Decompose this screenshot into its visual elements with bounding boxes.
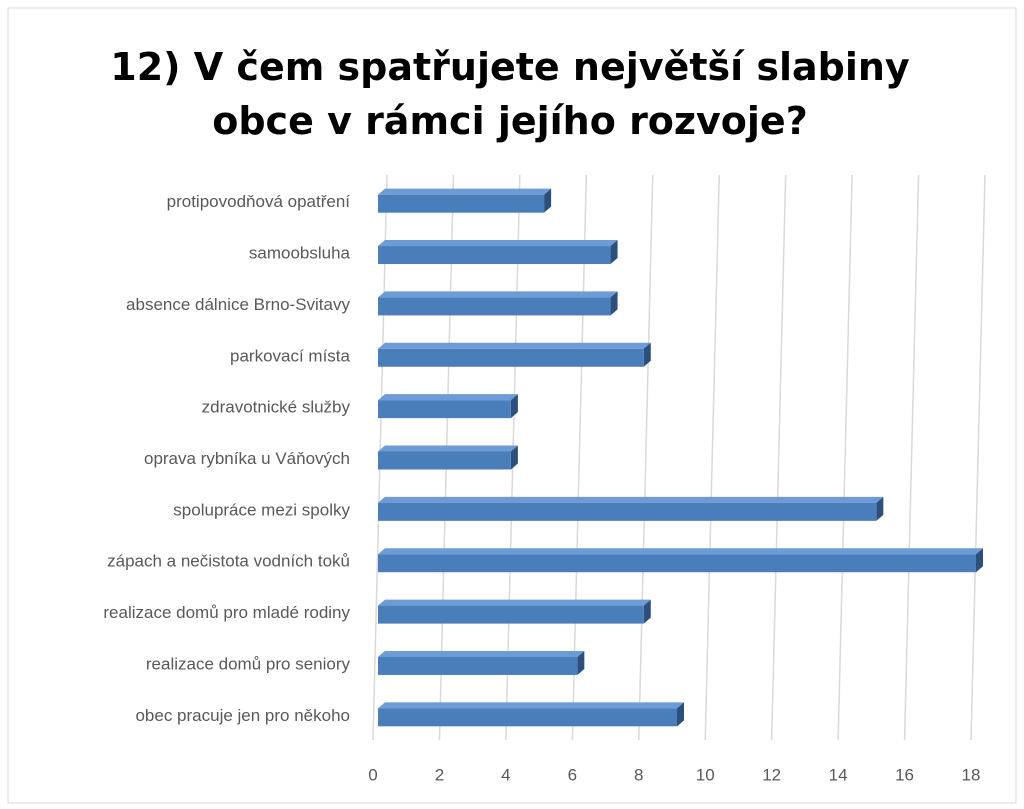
grid-line <box>571 174 588 741</box>
grid-line <box>970 174 986 741</box>
bar-front <box>378 451 511 470</box>
bar-side <box>510 445 518 470</box>
bar-front <box>378 400 511 419</box>
bar-top <box>378 445 518 452</box>
bar-front <box>378 246 611 265</box>
bar-side <box>976 548 983 573</box>
bar-side <box>643 599 651 624</box>
bar-side <box>510 394 518 419</box>
y-tick-label: realizace domů pro mladé rodiny <box>103 603 350 622</box>
grid-line <box>837 174 853 741</box>
chart-title: 12) V čem spatřujete největší slabiny ob… <box>110 45 910 143</box>
bar-front <box>378 502 877 521</box>
grid-line <box>704 174 720 741</box>
bar-front <box>378 605 644 624</box>
bar <box>378 291 618 316</box>
bar-side <box>643 342 651 367</box>
bar-side <box>577 650 585 675</box>
grid-line <box>770 174 787 741</box>
y-tick-label: obec pracuje jen pro někoho <box>135 706 350 725</box>
x-tick-label: 2 <box>435 765 444 784</box>
x-tick-label: 6 <box>568 765 577 784</box>
bar-side <box>677 702 684 727</box>
bar-top <box>378 394 518 401</box>
bar-top <box>378 188 552 195</box>
bar-top <box>378 496 884 503</box>
bar-top <box>378 702 684 709</box>
bar <box>378 496 884 521</box>
x-tick-label: 18 <box>962 765 981 784</box>
bar-front <box>378 708 677 727</box>
y-tick-label: realizace domů pro seniory <box>146 654 351 673</box>
bar <box>378 342 651 367</box>
bar-top <box>378 342 651 349</box>
grid-line <box>638 174 654 741</box>
bar-side <box>876 496 884 521</box>
y-tick-label: protipovodňová opatření <box>167 192 351 211</box>
bar <box>378 394 518 419</box>
y-tick-label: parkovací místa <box>230 346 351 365</box>
x-tick-label: 16 <box>895 765 914 784</box>
bar-top <box>378 291 618 298</box>
bar <box>378 702 684 727</box>
bar-side <box>544 188 552 213</box>
x-tick-label: 10 <box>696 765 715 784</box>
x-tick-label: 14 <box>829 765 848 784</box>
y-tick-label: oprava rybníka u Váňových <box>144 449 350 468</box>
bar <box>378 548 983 573</box>
bar-top <box>378 599 651 606</box>
x-tick-label: 8 <box>634 765 643 784</box>
bar-front <box>378 656 578 675</box>
bar-front <box>378 554 976 573</box>
bar-top <box>378 650 585 657</box>
y-tick-label: spolupráce mezi spolky <box>173 500 350 519</box>
y-tick-label: zdravotnické služby <box>202 398 351 417</box>
x-tick-label: 0 <box>368 765 377 784</box>
bar-top <box>378 548 983 555</box>
y-tick-label: zápach a nečistota vodních toků <box>107 552 350 571</box>
y-tick-label: absence dálnice Brno-Svitavy <box>126 295 350 314</box>
x-tick-label: 12 <box>762 765 781 784</box>
bar-front <box>378 194 545 213</box>
bar <box>378 240 618 265</box>
bar-front <box>378 297 611 316</box>
bar-front <box>378 348 644 367</box>
y-tick-label: samoobsluha <box>249 244 351 263</box>
chart-border <box>7 7 1017 804</box>
bar-side <box>610 240 618 265</box>
bar-top <box>378 240 618 247</box>
grid-line <box>903 174 920 741</box>
bar <box>378 188 552 213</box>
bar <box>378 445 518 470</box>
bar <box>378 650 585 675</box>
bar-side <box>610 291 618 316</box>
bar <box>378 599 651 624</box>
x-tick-label: 4 <box>501 765 510 784</box>
